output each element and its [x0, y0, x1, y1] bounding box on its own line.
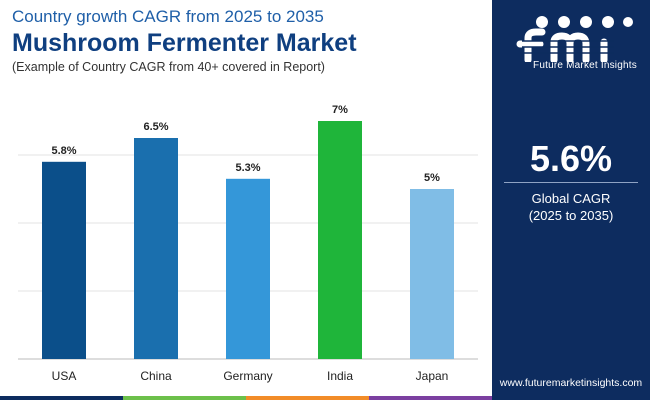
- logo-text: Future Market Insights: [533, 60, 637, 71]
- bar-usa: [42, 161, 86, 359]
- website-link[interactable]: www.futuremarketinsights.com: [499, 377, 643, 389]
- x-tick-label-india: India: [327, 369, 353, 383]
- chart-note: (Example of Country CAGR from 40+ covere…: [12, 60, 325, 74]
- bar-germany: [226, 178, 270, 359]
- side-panel: Future Market Insights 5.6% Global CAGR …: [492, 0, 650, 400]
- data-label-japan: 5%: [424, 172, 440, 184]
- bottom-bar-segment: [246, 396, 369, 400]
- data-label-china: 6.5%: [143, 121, 168, 133]
- data-label-india: 7%: [332, 104, 348, 116]
- x-tick-label-usa: USA: [52, 369, 77, 383]
- global-cagr-period: (2025 to 2035): [528, 208, 614, 223]
- bar-china: [134, 138, 178, 359]
- bottom-color-bar: [0, 396, 492, 400]
- bar-chart: 5.8% USA 6.5% China 5.3% Germany 7% India 5% Japa…: [18, 104, 478, 383]
- bar-india: [318, 121, 362, 359]
- x-tick-label-china: China: [140, 369, 172, 383]
- bar-chart-svg: 5.8% USA 6.5% China 5.3% Germany 7% India 5% Japa…: [18, 104, 478, 383]
- bottom-bar-segment: [369, 396, 492, 400]
- data-label-usa: 5.8%: [51, 145, 76, 157]
- chart-subtitle: Country growth CAGR from 2025 to 2035: [12, 7, 324, 26]
- data-label-germany: 5.3%: [235, 162, 260, 174]
- chart-title: Mushroom Fermenter Market: [12, 29, 357, 57]
- bar-japan: [410, 189, 454, 359]
- x-tick-label-germany: Germany: [223, 369, 272, 383]
- x-tick-label-japan: Japan: [416, 369, 449, 383]
- divider: [504, 182, 638, 183]
- global-cagr-value: 5.6%: [529, 138, 613, 179]
- bottom-bar-segment: [123, 396, 246, 400]
- global-cagr-label: Global CAGR: [531, 191, 611, 206]
- fmi-logo-mark: [516, 28, 614, 62]
- fmi-logo: Future Market Insights: [506, 8, 638, 74]
- chart-header: Country growth CAGR from 2025 to 2035 Mu…: [12, 6, 482, 75]
- logo-icons: [536, 16, 633, 28]
- bottom-bar-segment: [0, 396, 123, 400]
